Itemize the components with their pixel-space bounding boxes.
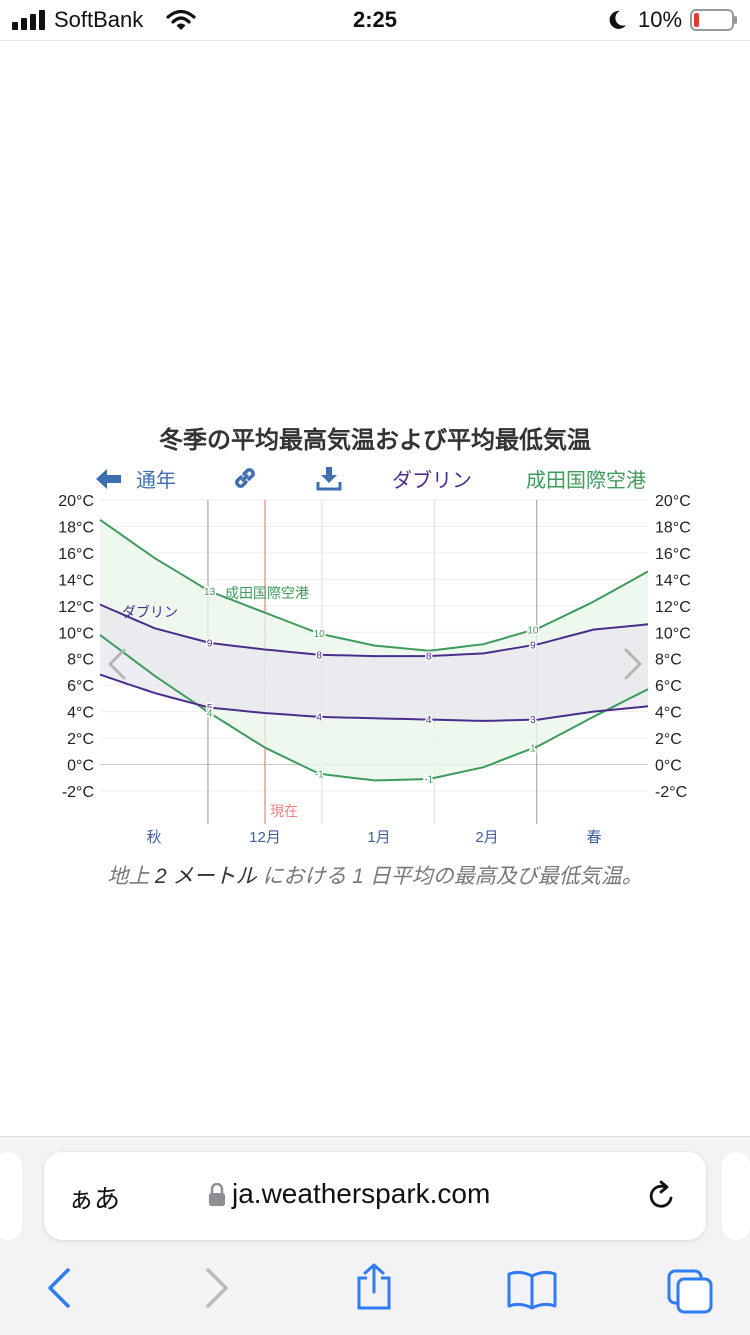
data-label: 3	[530, 715, 536, 726]
battery-percent: 10%	[638, 7, 683, 32]
y-tick-right: 0°C	[655, 758, 682, 775]
data-label: 13	[204, 587, 216, 598]
cellular-signal-icon	[12, 10, 45, 30]
data-label: 8	[426, 652, 432, 663]
caption-num2: 1	[352, 865, 364, 888]
chart-caption: 地上 2 メートル における 1 日平均の最高及び最低気温。	[0, 860, 750, 890]
y-tick-right: 2°C	[655, 731, 682, 748]
status-divider	[0, 40, 750, 41]
lock-icon	[209, 1183, 225, 1206]
y-tick-right: 4°C	[655, 705, 682, 722]
y-tick-right: 16°C	[655, 546, 691, 563]
y-tick-left: 6°C	[67, 678, 94, 695]
caption-part4: 日平均の最高及び最低気温。	[369, 865, 643, 888]
dublin-high-line	[99, 603, 649, 658]
y-tick-left: 8°C	[67, 652, 94, 669]
y-tick-left: 0°C	[67, 758, 94, 775]
x-tick-label: 春	[586, 829, 601, 846]
narita-low-line	[99, 634, 649, 782]
arrow-left-icon[interactable]	[96, 468, 122, 490]
carrier-name: SoftBank	[54, 7, 144, 32]
data-label: 10	[314, 629, 326, 640]
legend-narita[interactable]: 成田国際空港	[526, 470, 646, 492]
legend-dublin[interactable]: ダブリン	[392, 470, 472, 492]
clock: 2:25	[352, 7, 398, 32]
y-tick-right: 10°C	[655, 625, 691, 642]
share-icon[interactable]	[354, 1262, 394, 1312]
data-label: -1	[315, 769, 324, 780]
data-label: 9	[530, 641, 536, 652]
y-tick-left: 18°C	[58, 519, 94, 536]
now-label: 現在	[270, 803, 298, 819]
chart-title: 冬季の平均最高気温および平均最低気温	[159, 427, 591, 454]
caption-part2: メートル	[172, 865, 257, 888]
tabs-icon[interactable]	[666, 1268, 714, 1314]
reload-icon[interactable]	[644, 1179, 678, 1213]
data-label: 4	[316, 712, 322, 723]
data-label: 10	[527, 625, 539, 636]
data-label: 8	[316, 650, 322, 661]
dublin-series-label: ダブリン	[122, 604, 178, 620]
narita-high-line	[99, 518, 649, 652]
data-label: 4	[426, 715, 432, 726]
y-tick-right: 14°C	[655, 572, 691, 589]
next-tab-card[interactable]	[722, 1152, 750, 1240]
y-tick-left: 20°C	[58, 493, 94, 510]
data-label: 9	[207, 638, 213, 649]
caption-part3: における	[262, 865, 347, 888]
y-tick-right: 20°C	[655, 493, 691, 510]
y-tick-right: 12°C	[655, 599, 691, 616]
y-tick-left: 16°C	[58, 546, 94, 563]
y-tick-right: 8°C	[655, 652, 682, 669]
y-tick-left: 14°C	[58, 572, 94, 589]
dublin-low-line	[99, 673, 649, 722]
y-tick-left: 10°C	[58, 625, 94, 642]
download-icon[interactable]	[316, 465, 342, 491]
battery-icon	[690, 9, 737, 31]
data-label: 1	[530, 744, 536, 755]
url-text[interactable]: ja.weatherspark.com	[232, 1178, 491, 1209]
y-tick-left: 12°C	[58, 599, 94, 616]
back-icon[interactable]	[44, 1266, 74, 1310]
dublin-range-band	[100, 604, 648, 721]
page-settings-button[interactable]: ぁあ	[68, 1184, 121, 1214]
x-tick-label: 1月	[367, 829, 390, 846]
y-tick-left: 2°C	[67, 731, 94, 748]
wifi-icon	[166, 9, 196, 30]
caption-part1: 地上	[107, 865, 150, 888]
address-bar[interactable]: ぁあ ja.weatherspark.com	[44, 1152, 706, 1240]
chart-toolbar: 通年 ダブリン 成田国際空港	[0, 462, 750, 496]
x-tick-label: 秋	[146, 829, 161, 846]
moon-icon	[609, 10, 626, 29]
previous-tab-card[interactable]	[0, 1152, 22, 1240]
bookmarks-icon[interactable]	[506, 1270, 558, 1310]
y-tick-left: 4°C	[67, 705, 94, 722]
y-tick-right: -2°C	[655, 784, 687, 801]
chart-next-chevron-icon[interactable]	[624, 648, 642, 680]
data-label: 5	[207, 703, 213, 714]
data-label: 4	[207, 708, 213, 719]
forward-icon[interactable]	[202, 1266, 232, 1310]
all-year-link[interactable]: 通年	[136, 470, 176, 492]
data-label: -1	[424, 775, 433, 786]
narita-series-label: 成田国際空港	[225, 585, 309, 601]
y-tick-right: 6°C	[655, 678, 682, 695]
status-bar: SoftBank 2:25 10%	[0, 0, 750, 40]
link-icon[interactable]	[232, 465, 258, 491]
x-tick-label: 2月	[475, 829, 498, 846]
y-tick-left: -2°C	[62, 784, 94, 801]
y-tick-right: 18°C	[655, 519, 691, 536]
chart-prev-chevron-icon[interactable]	[108, 648, 126, 680]
x-tick-label: 12月	[249, 829, 281, 846]
caption-num1: 2	[155, 865, 167, 888]
